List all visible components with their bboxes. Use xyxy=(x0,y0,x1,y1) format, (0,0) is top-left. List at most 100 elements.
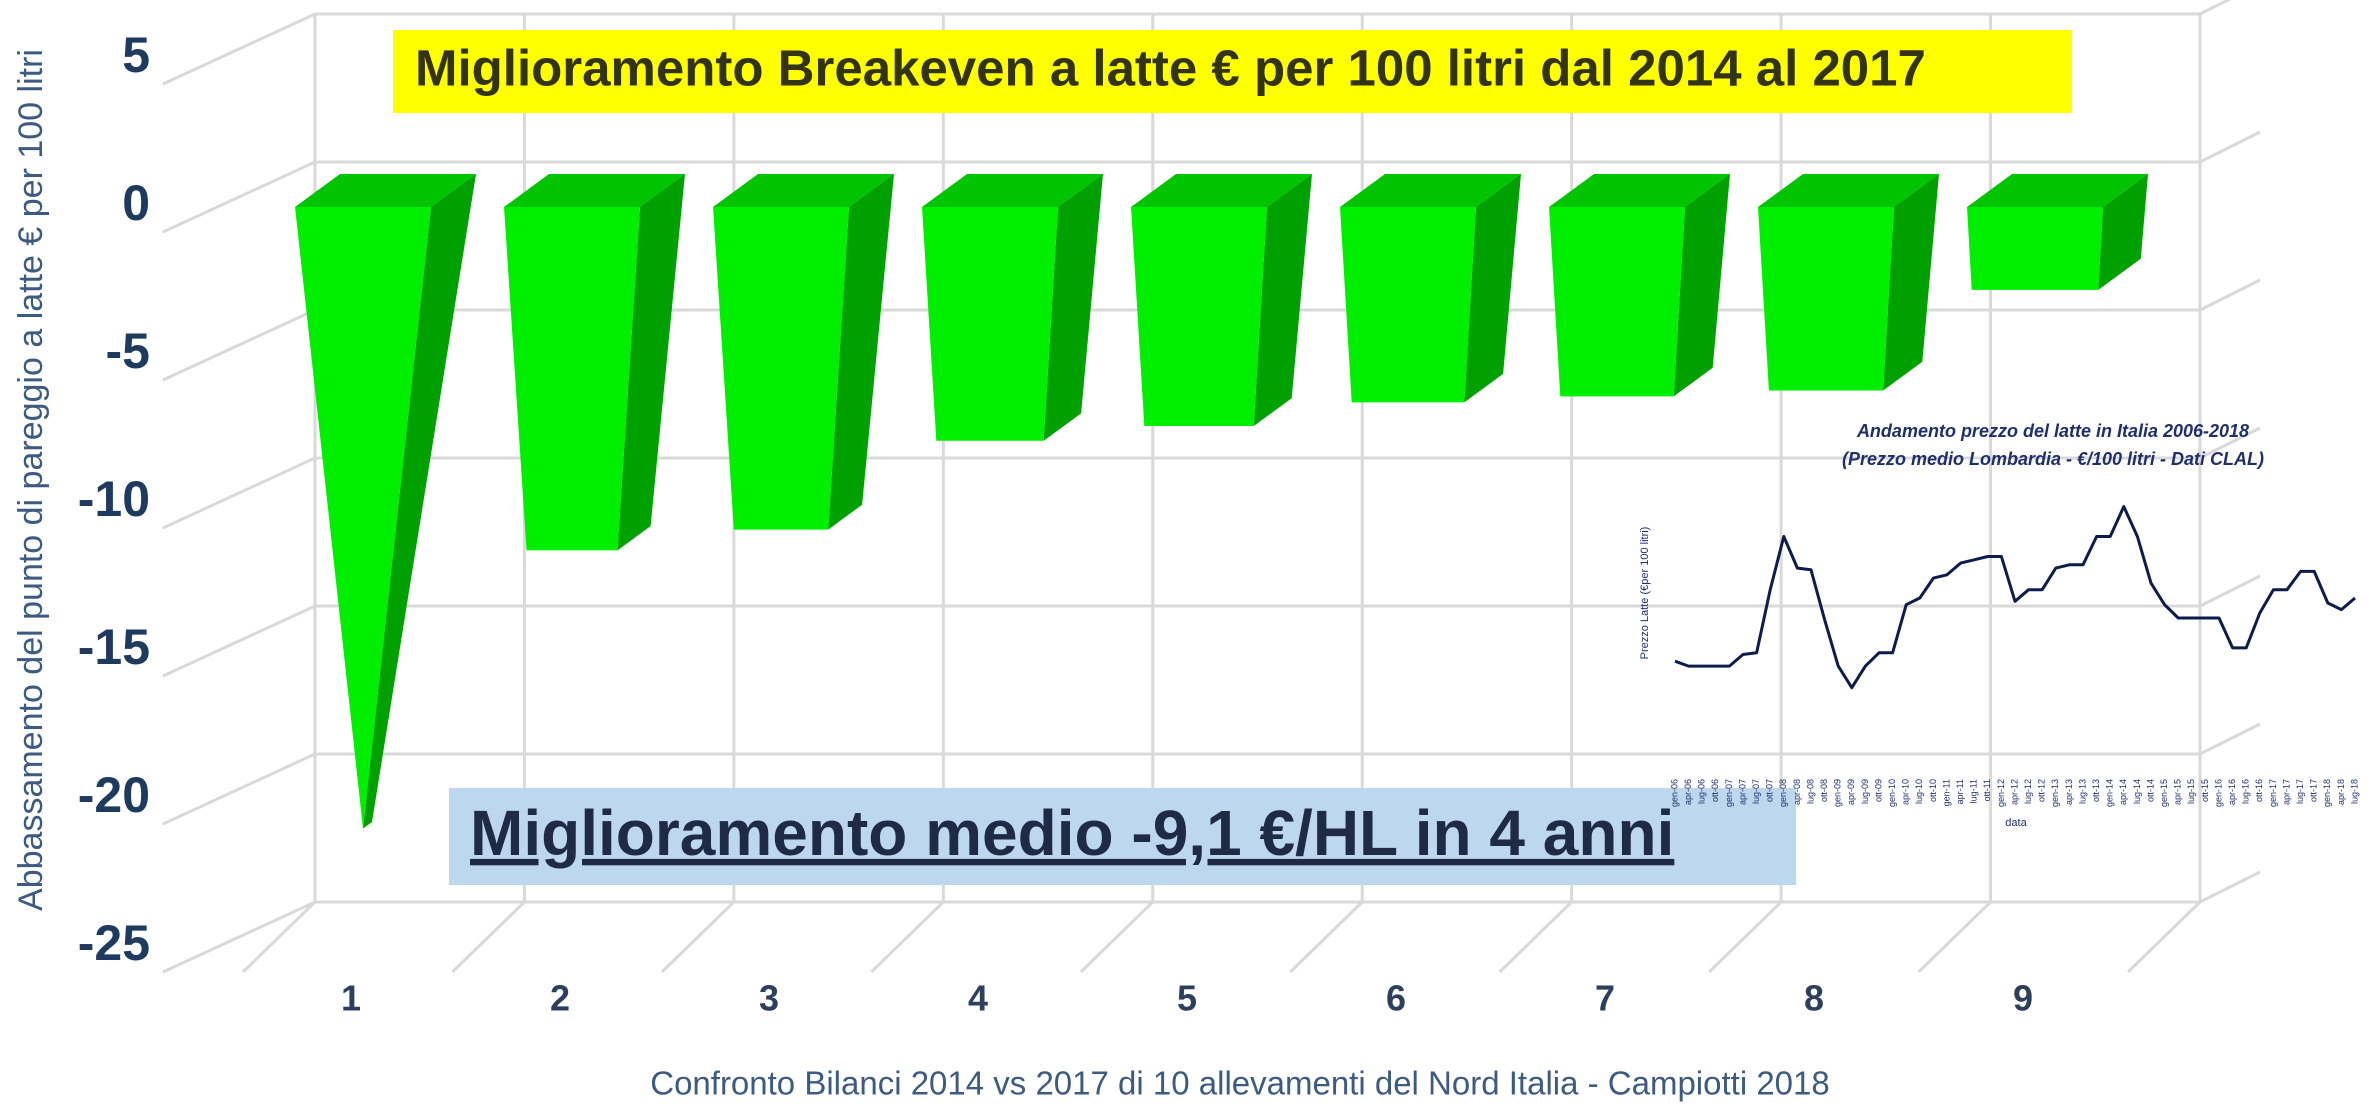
x-tick-label: ott-15 xyxy=(2200,779,2210,802)
x-tick-label: apr-06 xyxy=(1683,779,1693,805)
x-tick-label: 5 xyxy=(1177,978,1197,1019)
x-tick-label: lug-07 xyxy=(1751,779,1761,804)
bar-side xyxy=(363,174,476,829)
x-tick-label: lug-10 xyxy=(1914,779,1924,804)
x-tick-label: ott-07 xyxy=(1765,779,1775,802)
bar-front xyxy=(713,207,849,530)
bar-front xyxy=(1758,207,1894,391)
bar xyxy=(1131,174,1312,426)
x-tick-label: gen-09 xyxy=(1833,779,1843,807)
floor-line xyxy=(1079,900,1154,974)
bar-top xyxy=(504,174,685,207)
floor-line xyxy=(241,900,317,974)
x-tick-label: lug-09 xyxy=(1860,779,1870,804)
bar-top xyxy=(1131,174,1312,207)
bar-side xyxy=(2098,174,2148,290)
y-axis-label: Abbassamento del punto di pareggio a lat… xyxy=(12,49,50,911)
x-tick-label: lug-16 xyxy=(2241,779,2251,804)
x-tick-label: apr-13 xyxy=(2064,779,2074,805)
x-tick-label: 6 xyxy=(1386,978,1406,1019)
bar-top xyxy=(1549,174,1730,207)
bar xyxy=(1967,174,2148,290)
x-tick-label: 4 xyxy=(968,978,988,1019)
floor-line xyxy=(1917,900,1992,974)
x-tick-label: ott-10 xyxy=(1928,779,1938,802)
grid-line xyxy=(162,870,2261,974)
x-axis-label: Confronto Bilanci 2014 vs 2017 di 10 all… xyxy=(650,1065,1830,1102)
bar-front xyxy=(504,207,640,551)
bar xyxy=(1549,174,1730,397)
x-tick-label: lug-14 xyxy=(2132,779,2142,804)
chart-title: Miglioramento Breakeven a latte € per 10… xyxy=(415,39,1926,96)
x-tick-label: gen-12 xyxy=(1996,779,2006,807)
x-tick-label: lug-12 xyxy=(2023,779,2033,804)
y-tick-label: -5 xyxy=(106,323,150,379)
x-tick-label: gen-11 xyxy=(1941,779,1951,806)
bar-side xyxy=(1673,174,1730,397)
x-tick-label: ott-13 xyxy=(2091,779,2101,802)
inset-x-label: data xyxy=(2005,817,2027,829)
x-tick-label: 9 xyxy=(2013,978,2033,1019)
x-tick-label: apr-15 xyxy=(2173,779,2183,805)
grid-line xyxy=(162,130,2261,234)
grid-line xyxy=(162,0,2232,86)
floor-line xyxy=(870,900,945,974)
bar xyxy=(713,174,894,530)
x-tick-label: ott-06 xyxy=(1710,779,1720,802)
x-tick-label: apr-07 xyxy=(1737,779,1747,805)
floor-line xyxy=(451,900,526,974)
bar-front xyxy=(1967,207,2103,290)
price-line xyxy=(1674,505,2356,690)
bar-front xyxy=(922,207,1058,441)
x-tick-label: gen-08 xyxy=(1778,779,1788,807)
x-tick-label: 8 xyxy=(1804,978,1824,1019)
bar-side xyxy=(828,174,894,530)
bar-side xyxy=(1253,174,1312,426)
y-tick-label: -25 xyxy=(78,915,150,971)
x-tick-label: apr-18 xyxy=(2336,779,2346,805)
x-tick-label: apr-14 xyxy=(2118,779,2128,805)
x-tick-label: ott-09 xyxy=(1873,779,1883,802)
bar xyxy=(1758,174,1939,391)
plot-background xyxy=(162,0,2261,974)
x-tick-label: ott-16 xyxy=(2254,779,2264,802)
y-tick-label: -10 xyxy=(78,471,150,527)
annotation: Miglioramento medio -9,1 €/HL in 4 anni xyxy=(470,797,1674,869)
x-tick-label: gen-17 xyxy=(2268,779,2278,807)
x-tick-label: 7 xyxy=(1595,978,1615,1019)
y-tick-label: 0 xyxy=(122,175,150,231)
x-tick-label: 3 xyxy=(759,978,779,1019)
bar-top xyxy=(1758,174,1939,207)
inset-title: Andamento prezzo del latte in Italia 200… xyxy=(1856,421,2249,441)
grid-line xyxy=(162,574,2261,678)
bar-side xyxy=(1464,174,1521,403)
inset-y-label: Prezzo Latte (€per 100 litri) xyxy=(1639,527,1651,660)
x-tick-label: gen-18 xyxy=(2322,779,2332,807)
x-tick-label: apr-08 xyxy=(1792,779,1802,805)
bar-side xyxy=(1883,174,1939,391)
bar-top xyxy=(1340,174,1521,207)
x-tick-label: lug-15 xyxy=(2186,779,2196,804)
x-tick-label: ott-08 xyxy=(1819,779,1829,802)
y-tick-label: -20 xyxy=(78,767,150,823)
bar xyxy=(1340,174,1521,403)
floor-line xyxy=(2126,900,2202,974)
grid-line xyxy=(162,426,2261,530)
bar xyxy=(922,174,1103,441)
bar-front xyxy=(295,207,431,829)
bar-top xyxy=(713,174,894,207)
annotation-box xyxy=(449,788,1796,885)
x-tick-label: ott-12 xyxy=(2037,779,2047,802)
x-tick-label: ott-17 xyxy=(2309,779,2319,802)
bar-side xyxy=(617,174,685,551)
x-tick-label: gen-15 xyxy=(2159,779,2169,807)
floor-line xyxy=(1289,900,1364,974)
x-tick-label: lug-17 xyxy=(2295,779,2305,804)
x-tick-label: ott-11 xyxy=(1982,779,1992,801)
bar-front xyxy=(1340,207,1476,403)
x-tick-label: gen-06 xyxy=(1669,779,1679,807)
x-tick-label: ott-14 xyxy=(2145,779,2155,802)
x-tick-label: lug-13 xyxy=(2077,779,2087,804)
y-tick-label: 5 xyxy=(122,27,150,83)
